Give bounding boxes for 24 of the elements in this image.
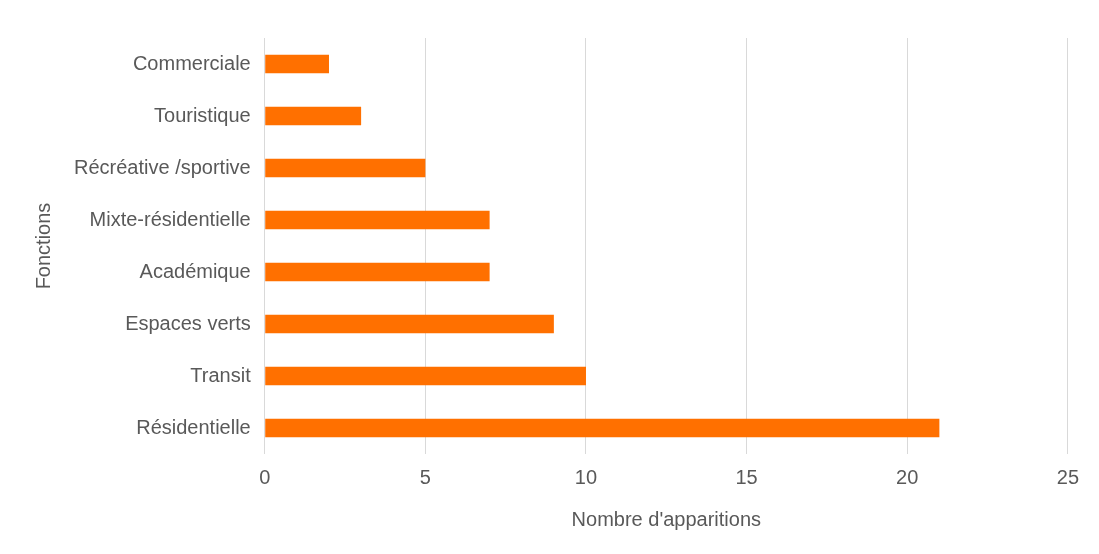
y-tick-label: Espaces verts: [125, 311, 251, 334]
bar: [265, 418, 940, 438]
x-tick-label: 15: [735, 465, 758, 488]
bar: [265, 106, 362, 126]
x-tick-label: 10: [574, 465, 598, 488]
y-tick-label: Académique: [139, 259, 251, 282]
y-tick-label: Résidentielle: [136, 415, 251, 438]
x-axis-title: Nombre d'apparitions: [571, 507, 762, 530]
bar: [265, 210, 490, 230]
x-tick-label: 5: [419, 465, 431, 488]
x-tick-label: 20: [896, 465, 919, 488]
bar: [265, 262, 490, 282]
x-tick-label: 25: [1056, 465, 1079, 488]
bar: [265, 366, 586, 386]
y-axis-title: Fonctions: [31, 202, 54, 290]
bar: [265, 54, 329, 74]
y-tick-label: Touristique: [154, 103, 251, 126]
y-tick-label: Mixte-résidentielle: [89, 207, 251, 230]
y-tick-label: Transit: [190, 363, 252, 386]
y-tick-label: Récréative /sportive: [73, 155, 251, 178]
bar: [265, 314, 554, 334]
x-tick-label: 0: [259, 465, 271, 488]
bar: [265, 158, 426, 178]
y-tick-label: Commerciale: [132, 51, 251, 74]
